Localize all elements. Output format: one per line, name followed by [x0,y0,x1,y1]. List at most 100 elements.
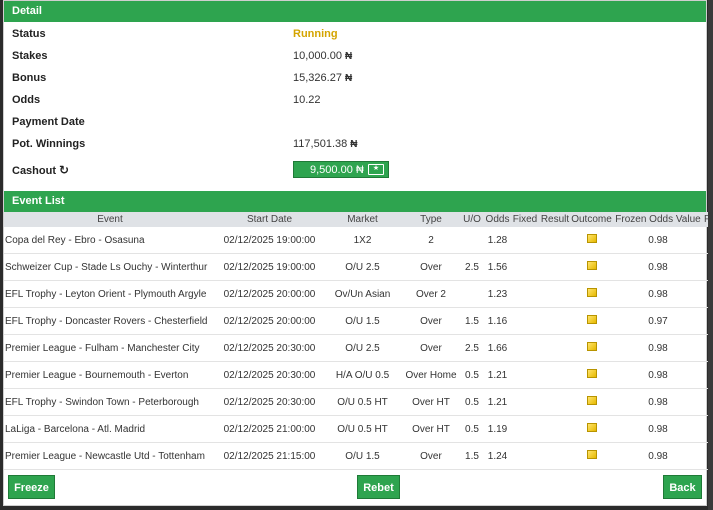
event-cell: Premier League - Fulham - Manchester Cit… [4,334,216,362]
type-cell: Over 2 [402,280,460,308]
cash-icon: ★ [368,164,384,175]
detail-row-payment-date: Payment Date [4,111,706,133]
fixed-cell [511,307,539,335]
cashout-amount-wrap: 9,500.00 ₦ [294,164,368,176]
table-row: Schweizer Cup - Stade Ls Ouchy - Wintert… [4,253,713,281]
pot-winnings-value: 117,501.38 ₦ [293,138,357,150]
outcome-cell [571,280,612,308]
type-cell: Over [402,334,460,362]
event-cell: Copa del Rey - Ebro - Osasuna [4,227,216,254]
bonus-amount: 15,326.27 [293,72,342,84]
pot-winnings-label: Pot. Winnings [12,138,86,150]
detail-row-stakes: Stakes 10,000.00 ₦ [4,45,706,67]
uo-cell: 0.5 [460,388,484,416]
event-cell: EFL Trophy - Leyton Orient - Plymouth Ar… [4,280,216,308]
frozen-odds-cell: 0.98 [612,280,704,308]
market-cell: 1X2 [323,227,402,254]
market-cell: O/U 2.5 [323,334,402,362]
result-cell [539,415,571,443]
table-header-row: Event Start Date Market Type U/O Odds Fixed Res… [4,212,713,227]
table-row: Premier League - Bournemouth - Everton 02… [4,361,713,389]
freeze-button[interactable]: Freeze [8,475,55,499]
scrollbar[interactable] [708,0,713,510]
naira-symbol: ₦ [344,50,353,62]
uo-cell [460,227,484,254]
result-cell [539,442,571,470]
stakes-amount: 10,000.00 [293,50,342,62]
event-list-header: Event List [4,191,706,212]
event-cell: Premier League - Bournemouth - Everton [4,361,216,389]
outcome-cell [571,307,612,335]
uo-cell: 1.5 [460,307,484,335]
type-cell: Over [402,307,460,335]
pending-outcome-icon [586,261,597,270]
market-cell: O/U 1.5 [323,307,402,335]
type-cell: Over Home [402,361,460,389]
start-date-cell: 02/12/2025 20:30:00 [216,361,323,389]
cashout-button[interactable]: 9,500.00 ₦ ★ [293,161,389,178]
fixed-cell [511,361,539,389]
pending-outcome-icon [586,315,597,324]
detail-row-cashout: Cashout ↻ 9,500.00 ₦ ★ [4,156,706,183]
start-date-cell: 02/12/2025 20:30:00 [216,388,323,416]
column-header: Event [4,212,216,227]
frozen-odds-cell: 0.98 [612,415,704,443]
odds-cell: 1.21 [484,361,511,389]
frozen-odds-cell: 0.98 [612,227,704,254]
refresh-icon[interactable]: ↻ [59,162,70,177]
back-button[interactable]: Back [663,475,702,499]
type-cell: Over [402,442,460,470]
table-row: EFL Trophy - Swindon Town - Peterborough… [4,388,713,416]
event-cell: LaLiga - Barcelona - Atl. Madrid [4,415,216,443]
pending-outcome-icon [586,342,597,351]
type-cell: Over HT [402,415,460,443]
naira-symbol: ₦ [350,138,358,150]
frozen-odds-cell: 0.97 [612,307,704,335]
pending-outcome-icon [586,234,597,243]
frozen-odds-cell: 0.98 [612,361,704,389]
cashout-amount: 9,500.00 [310,163,353,176]
outcome-cell [571,415,612,443]
detail-row-status: Status Running [4,23,706,45]
column-header: Result [539,212,571,227]
detail-row-bonus: Bonus 15,326.27 ₦ [4,67,706,89]
outcome-cell [571,227,612,254]
column-header: Market [323,212,402,227]
uo-cell: 2.5 [460,334,484,362]
event-cell: Schweizer Cup - Stade Ls Ouchy - Wintert… [4,253,216,281]
bonus-value: 15,326.27 ₦ [293,72,352,84]
cashout-label-wrap: Cashout ↻ [4,163,293,177]
market-cell: H/A O/U 0.5 [323,361,402,389]
market-cell: O/U 0.5 HT [323,388,402,416]
fixed-cell [511,253,539,281]
odds-cell: 1.16 [484,307,511,335]
result-cell [539,388,571,416]
market-cell: O/U 1.5 [323,442,402,470]
event-rows: Copa del Rey - Ebro - Osasuna 02/12/2025 … [4,227,713,470]
stakes-value: 10,000.00 ₦ [293,50,352,62]
pot-winnings-amount: 117,501.38 [293,138,348,150]
fixed-cell [511,442,539,470]
pending-outcome-icon [586,288,597,297]
start-date-cell: 02/12/2025 19:00:00 [216,253,323,281]
detail-row-pot-winnings: Pot. Winnings 117,501.38 ₦ [4,133,706,155]
type-cell: Over HT [402,388,460,416]
result-cell [539,253,571,281]
market-cell: O/U 2.5 [323,253,402,281]
frozen-odds-cell: 0.98 [612,388,704,416]
outcome-cell [571,253,612,281]
fixed-cell [511,388,539,416]
event-cell: EFL Trophy - Swindon Town - Peterborough [4,388,216,416]
rebet-button[interactable]: Rebet [357,475,400,499]
outcome-cell [571,442,612,470]
frozen-odds-cell: 0.98 [612,442,704,470]
start-date-cell: 02/12/2025 21:00:00 [216,415,323,443]
column-header: Type [402,212,460,227]
column-header: Start Date [216,212,323,227]
result-cell [539,307,571,335]
table-row: Premier League - Fulham - Manchester Cit… [4,334,713,362]
frozen-odds-cell: 0.98 [612,334,704,362]
table-row: EFL Trophy - Leyton Orient - Plymouth Ar… [4,280,713,308]
outcome-cell [571,388,612,416]
column-header: Outcome [571,212,612,227]
